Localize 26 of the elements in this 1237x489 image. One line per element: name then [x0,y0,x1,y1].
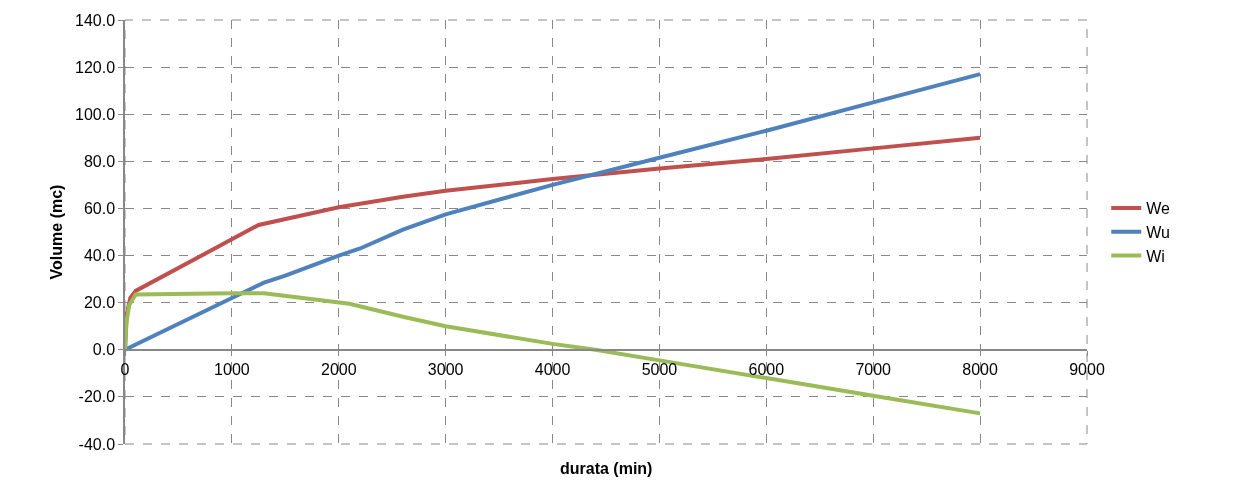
x-tick-label: 1000 [214,360,250,378]
y-tick-label: -20.0 [78,388,116,406]
x-tick-label: 2000 [320,360,357,378]
legend-label: Wi [1146,247,1165,265]
x-tick-label: 3000 [427,360,464,378]
x-tick-label: 6000 [748,360,785,378]
y-tick-label: 140.0 [75,11,116,29]
x-tick-label: 4000 [534,360,571,378]
y-tick-label: 60.0 [83,200,116,218]
x-tick-label: 5000 [641,360,678,378]
legend-label: Wu [1146,223,1170,241]
y-tick-label: 80.0 [83,152,116,170]
y-tick-label: 40.0 [83,247,116,265]
x-tick-label: 8000 [962,360,999,378]
y-tick-label: 20.0 [83,294,116,312]
line-series [125,72,983,352]
y-axis-title: Volume (mc) [48,184,66,280]
legend-label: We [1146,200,1171,218]
x-tick-label: 7000 [855,360,892,378]
y-tick-label: -40.0 [78,435,116,453]
x-tick-label: 0 [120,360,130,378]
x-axis-title: durata (min) [560,460,653,477]
y-tick-label: 120.0 [75,58,116,76]
x-tick-label: 9000 [1069,360,1105,378]
y-tick-label: 100.0 [75,105,116,123]
y-tick-label: 0.0 [92,341,116,359]
